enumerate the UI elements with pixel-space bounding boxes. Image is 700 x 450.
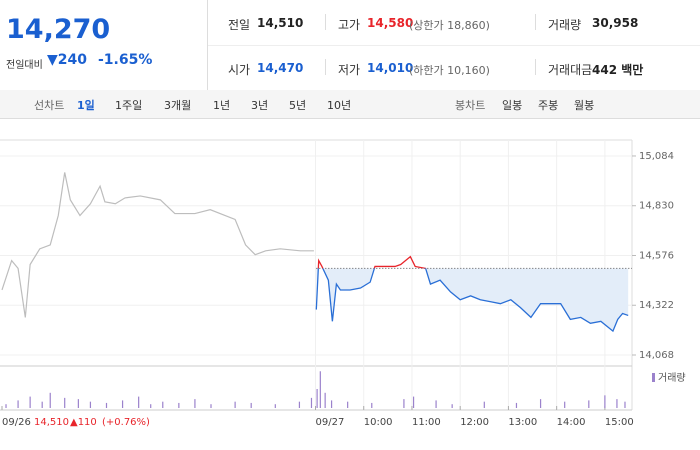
x-tick-label: 14:00	[557, 417, 586, 428]
volume-bar	[250, 402, 252, 408]
volume-bar	[330, 400, 333, 408]
day-change: ▲110	[70, 417, 97, 428]
volume-bar	[324, 392, 326, 408]
tab[interactable]: 월봉	[574, 99, 595, 112]
stat-label: 시가	[228, 63, 251, 77]
line	[315, 268, 629, 333]
area	[316, 268, 629, 332]
tab[interactable]: 1년	[213, 99, 231, 112]
stat-value: 30,958	[592, 16, 639, 30]
volume-bar	[210, 404, 212, 408]
volume-bar	[194, 399, 196, 408]
stat-value: 14,010	[367, 61, 414, 75]
tab[interactable]: 10년	[327, 99, 352, 112]
volume-bar	[347, 401, 349, 408]
divider	[208, 45, 700, 46]
tab[interactable]: 3개월	[164, 99, 192, 112]
x-tick-label: 13:00	[508, 417, 537, 428]
tab[interactable]: 주봉	[538, 99, 559, 112]
volume-bar	[298, 401, 301, 408]
stat-value: 14,470	[257, 61, 304, 75]
tab[interactable]: 3년	[251, 99, 269, 112]
stat-label: 고가	[338, 18, 361, 32]
change: ▼240	[47, 52, 87, 68]
legend-label: 거래량	[658, 372, 686, 384]
volume-bar	[483, 401, 485, 408]
volume-bar	[121, 400, 124, 408]
volume-bar	[178, 402, 180, 408]
stat-value: 14,510	[257, 16, 304, 30]
sep	[325, 59, 326, 75]
stat-label: 전일	[228, 18, 251, 32]
y-tick-label: 14,068	[639, 350, 674, 361]
y-tick-label: 14,576	[639, 250, 674, 261]
legend-swatch	[652, 373, 655, 382]
volume-bar	[624, 401, 626, 408]
tab[interactable]: 5년	[289, 99, 307, 112]
volume-bar	[403, 399, 405, 408]
volume-bar	[89, 401, 92, 408]
volume-bar	[5, 404, 7, 408]
stat-label: 저가	[338, 63, 361, 77]
volume-bar	[138, 396, 140, 408]
stat-label: 거래대금	[548, 63, 593, 77]
tab[interactable]: 1일	[77, 99, 95, 112]
volume-bar	[77, 399, 79, 408]
x-tick-label: 10:00	[364, 417, 393, 428]
line	[1, 172, 314, 318]
volume-bar	[162, 401, 164, 408]
sep	[535, 59, 536, 75]
volume-bar	[588, 400, 590, 408]
volume-bar	[412, 396, 415, 408]
stat-value: 442 백만	[592, 63, 644, 77]
change-label: 전일대비	[6, 60, 43, 71]
x-tick-label: 11:00	[412, 417, 441, 428]
change-rate: -1.65%	[98, 52, 153, 68]
tab-label: 봉차트	[455, 99, 486, 112]
stat-value: 14,580	[367, 16, 414, 30]
volume-bar	[515, 402, 518, 408]
volume-bar	[17, 400, 19, 408]
volume-bar	[604, 395, 606, 408]
day-rate: (+0.76%)	[102, 417, 150, 428]
sep	[325, 14, 326, 30]
tab-label: 선차트	[34, 99, 65, 112]
y-tick-label: 15,084	[639, 151, 674, 162]
y-tick-label: 14,830	[639, 201, 674, 212]
stat-note: (상한가 18,860)	[409, 19, 490, 32]
tab[interactable]: 일봉	[502, 99, 523, 112]
y-tick-label: 14,322	[639, 300, 674, 311]
x-tick-label: 15:00	[605, 417, 634, 428]
tab[interactable]: 1주일	[115, 99, 143, 112]
x-tick-label: 09/27	[316, 417, 345, 428]
volume-bar	[274, 404, 276, 408]
volume-bar	[41, 401, 43, 408]
volume-bar	[564, 401, 566, 408]
x-tick-label: 12:00	[460, 417, 489, 428]
stat-label: 거래량	[548, 18, 582, 32]
volume-bar	[310, 397, 313, 408]
price: 14,270	[6, 14, 111, 45]
volume-bar	[539, 399, 542, 408]
divider	[207, 0, 208, 90]
volume-bar	[616, 399, 618, 408]
tab-bar	[0, 90, 700, 119]
volume-bar	[451, 404, 453, 408]
volume-bar	[319, 371, 321, 408]
volume-bar	[150, 404, 152, 408]
volume-bar	[105, 402, 108, 408]
volume-bar	[64, 397, 66, 408]
volume-bar	[316, 389, 318, 408]
stat-note: (하한가 10,160)	[409, 64, 490, 77]
volume-bar	[435, 400, 437, 408]
volume-bar	[371, 402, 373, 408]
volume-bar	[234, 401, 236, 408]
sep	[535, 14, 536, 30]
volume-bar	[29, 396, 31, 408]
x-tick-label: 09/26	[2, 417, 31, 428]
day-close: 14,510	[34, 417, 69, 428]
volume-bar	[49, 392, 51, 408]
